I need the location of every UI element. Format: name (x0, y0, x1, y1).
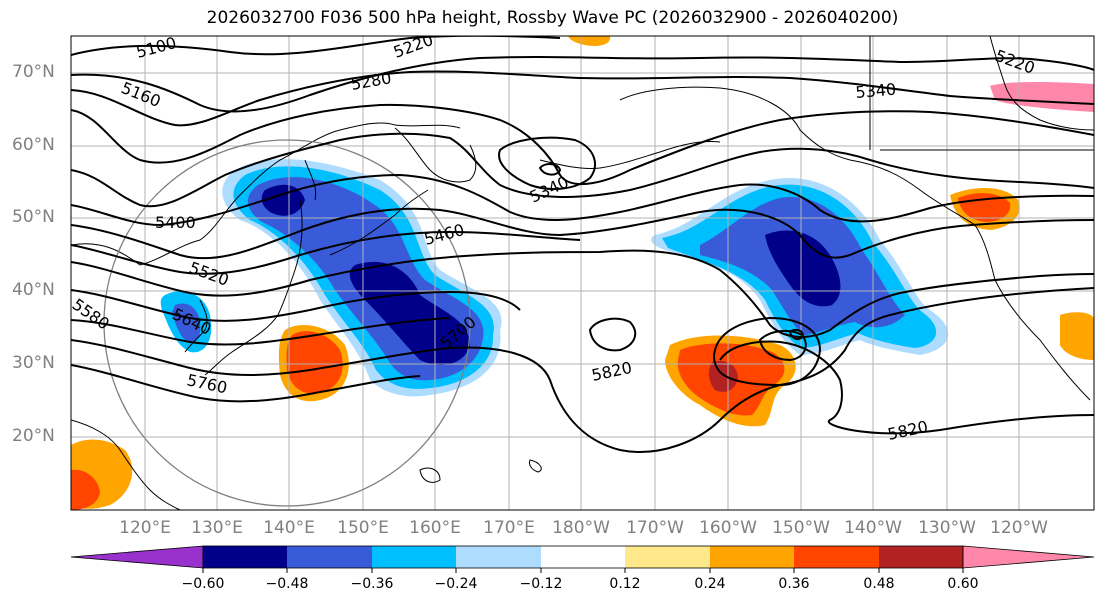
contour-label: 5220 (391, 30, 436, 62)
colorbar-segment (456, 546, 541, 568)
lat-label: 70°N (12, 62, 55, 82)
colorbar-segment (541, 546, 625, 568)
contour-label: 5280 (349, 68, 392, 94)
lon-label: 120°E (119, 518, 171, 538)
colorbar (70, 545, 1095, 573)
colorbar-tick-label: −0.36 (350, 576, 394, 592)
map-title: 2026032700 F036 500 hPa height, Rossby W… (206, 8, 899, 28)
colorbar-segment (710, 546, 794, 568)
colorbar-segment (287, 546, 372, 568)
contour-label: 5100 (134, 33, 178, 62)
lon-label: 150°W (772, 518, 830, 538)
colorbar-tick-label: −0.24 (434, 576, 478, 592)
height-contours (71, 36, 1094, 453)
lat-label: 60°N (12, 135, 55, 155)
contour-label: 5460 (422, 220, 466, 249)
lat-label: 30°N (12, 353, 55, 373)
positive-anomaly-areas (71, 36, 1094, 510)
contour-label: 5340 (855, 80, 897, 102)
colorbar-tick-label: 0.24 (694, 576, 726, 592)
colorbar-extend-min (70, 545, 204, 569)
contour-label: 5520 (187, 258, 232, 290)
lon-label: 120°W (990, 518, 1048, 538)
colorbar-extend-max (962, 545, 1095, 569)
colorbar-segment (203, 546, 287, 568)
coastlines (71, 36, 1094, 510)
lat-label: 40°N (12, 280, 55, 300)
colorbar-segment (372, 546, 456, 568)
colorbar-tick-label: 0.60 (947, 576, 979, 592)
colorbar-tick-label: −0.48 (265, 576, 309, 592)
colorbar-tick-label: −0.12 (519, 576, 563, 592)
colorbar-segment (794, 546, 879, 568)
lon-label: 130°W (918, 518, 976, 538)
map-frame (70, 35, 1095, 511)
lon-label: 170°E (483, 518, 535, 538)
colorbar-segment (879, 546, 963, 568)
contour-label: 5400 (155, 213, 196, 232)
colorbar-tick-label: 0.36 (778, 576, 810, 592)
graticule (71, 36, 1094, 510)
contour-labels: 5100 5220 5160 5280 5220 5340 5340 5400 … (69, 30, 1037, 444)
lat-label: 50°N (12, 207, 55, 227)
lon-label: 130°E (191, 518, 243, 538)
lon-label: 170°W (626, 518, 684, 538)
colorbar-tick-label: 0.12 (609, 576, 641, 592)
colorbar-segment (625, 546, 710, 568)
contour-label: 5820 (886, 417, 930, 444)
lon-label: 140°W (844, 518, 902, 538)
colorbar-tick-label: −0.60 (181, 576, 225, 592)
contour-label: 5820 (590, 358, 634, 385)
lon-label: 180°W (552, 518, 610, 538)
lat-label: 20°N (12, 426, 55, 446)
lon-label: 150°E (337, 518, 389, 538)
negative-anomaly-east (651, 178, 949, 355)
colorbar-tick-label: 0.48 (863, 576, 895, 592)
contour-label: 5340 (527, 172, 572, 206)
contour-label: 5580 (69, 295, 113, 334)
lon-label: 160°E (409, 518, 461, 538)
lon-label: 160°W (699, 518, 757, 538)
lon-label: 140°E (263, 518, 315, 538)
